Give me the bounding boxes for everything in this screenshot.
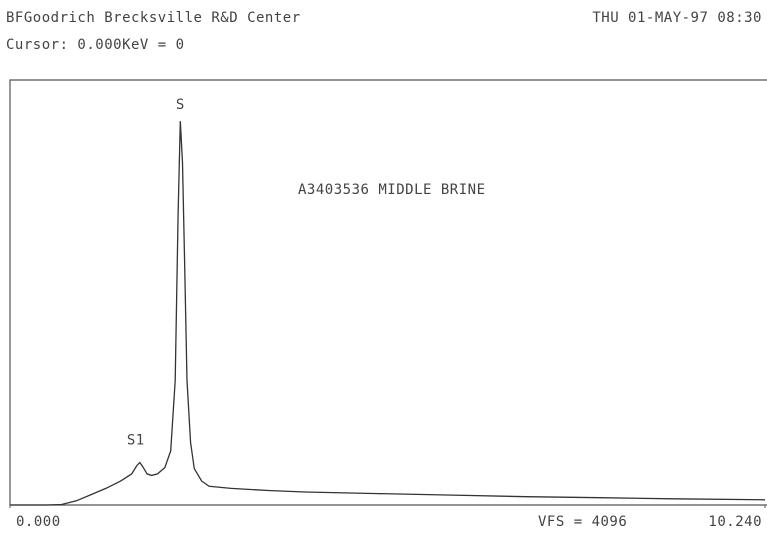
peak-label: S1 [127,432,145,448]
x-tick-label: 10.240 [708,514,762,530]
sample-title: A3403536 MIDDLE BRINE [298,182,486,198]
x-tick-label: 0.000 [16,514,61,530]
peak-label: S [176,97,185,113]
plot-frame [9,79,767,505]
cursor-readout: Cursor: 0.000KeV = 0 [6,37,185,53]
header-right: THU 01-MAY-97 08:30 [592,10,762,26]
vfs-label: VFS = 4096 [538,514,627,530]
spectrum-line [10,121,766,506]
header-left: BFGoodrich Brecksville R&D Center [6,10,301,26]
